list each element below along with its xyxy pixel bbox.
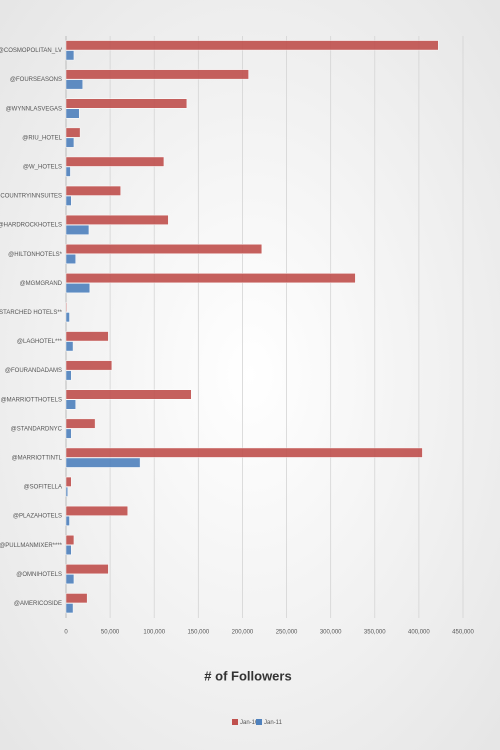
bar bbox=[65, 457, 141, 468]
bar bbox=[65, 505, 129, 516]
x-tick-label: 50,000 bbox=[101, 630, 120, 636]
bar bbox=[65, 254, 76, 264]
x-tick-label: 300,000 bbox=[320, 630, 342, 636]
y-tick-label: @W_HOTELS bbox=[23, 165, 62, 171]
x-tick-label: 200,000 bbox=[232, 630, 254, 636]
bar bbox=[65, 341, 74, 352]
bar bbox=[65, 447, 423, 458]
bar bbox=[65, 166, 71, 177]
bar bbox=[65, 428, 72, 439]
y-tick-label: @LAGHOTEL*** bbox=[17, 339, 63, 345]
bar bbox=[65, 283, 91, 294]
bar bbox=[65, 331, 109, 342]
bar bbox=[65, 98, 188, 109]
bar bbox=[65, 486, 69, 497]
y-tick-label: @FOURSEASONS bbox=[10, 77, 62, 83]
bar bbox=[65, 224, 90, 235]
y-tick-label: @COUNTRYINNSUITES bbox=[0, 194, 62, 200]
bar bbox=[65, 593, 88, 604]
y-tick-label: @MARRIOTTINTL bbox=[12, 456, 63, 462]
bar bbox=[65, 214, 169, 225]
bar bbox=[65, 603, 74, 614]
y-tick-label: @RIU_HOTEL bbox=[22, 135, 62, 141]
bar bbox=[65, 195, 72, 206]
x-axis-label: # of Followers bbox=[204, 668, 291, 683]
bar bbox=[65, 273, 356, 284]
bar bbox=[65, 40, 439, 51]
bar bbox=[65, 137, 75, 148]
bar bbox=[65, 127, 81, 138]
bar bbox=[65, 418, 96, 429]
x-tick-label: 0 bbox=[64, 630, 68, 636]
x-tick-label: 250,000 bbox=[276, 630, 298, 636]
y-tick-label: @MGMGRAND bbox=[20, 281, 63, 287]
legend-swatch bbox=[256, 719, 262, 725]
y-tick-label: @PLAZAHOTELS bbox=[13, 514, 62, 520]
bar bbox=[65, 476, 72, 487]
bar bbox=[65, 535, 75, 545]
x-tick-label: 100,000 bbox=[143, 630, 165, 636]
y-tick-label: @HARDROCKHOTELS bbox=[0, 223, 62, 229]
bar bbox=[65, 50, 75, 61]
y-tick-label: @STARCHED HOTELS** bbox=[0, 310, 63, 316]
x-tick-label: 400,000 bbox=[408, 630, 430, 636]
bar bbox=[65, 244, 263, 254]
bar bbox=[65, 302, 68, 313]
bar bbox=[65, 185, 121, 196]
bar bbox=[65, 108, 80, 119]
bar bbox=[65, 79, 84, 90]
bar bbox=[65, 312, 70, 323]
y-tick-label: @STANDARDNYC bbox=[11, 426, 63, 432]
y-tick-label: @HILTONHOTELS* bbox=[8, 252, 63, 258]
bar bbox=[65, 399, 76, 410]
legend-label: Jan-11 bbox=[264, 720, 283, 726]
x-tick-label: 150,000 bbox=[187, 630, 209, 636]
bar bbox=[65, 564, 109, 575]
bar bbox=[65, 545, 72, 555]
bar bbox=[65, 360, 113, 371]
y-tick-label: @SOFITELLA bbox=[24, 485, 62, 491]
y-tick-label: @MARRIOTTHOTELS bbox=[1, 397, 62, 403]
y-tick-label: @PULLMANMIXER**** bbox=[0, 543, 63, 549]
bar bbox=[65, 574, 75, 585]
legend-label: Jan-16 bbox=[240, 720, 259, 726]
legend-swatch bbox=[232, 719, 238, 725]
bar bbox=[65, 389, 192, 400]
bar bbox=[65, 370, 72, 381]
y-tick-label: @OMNIHOTELS bbox=[16, 572, 62, 578]
y-tick-label: @FOURANDADAMS bbox=[5, 368, 62, 374]
bar bbox=[65, 69, 249, 80]
bar bbox=[65, 156, 165, 167]
y-tick-label: @COSMOPOLITAN_LV bbox=[0, 48, 62, 54]
bar bbox=[65, 515, 70, 526]
x-tick-label: 350,000 bbox=[364, 630, 386, 636]
y-tick-label: @AMERICOSIDE bbox=[14, 601, 62, 607]
x-tick-label: 450,000 bbox=[452, 630, 474, 636]
y-tick-label: @WYNNLASVEGAS bbox=[6, 106, 62, 112]
